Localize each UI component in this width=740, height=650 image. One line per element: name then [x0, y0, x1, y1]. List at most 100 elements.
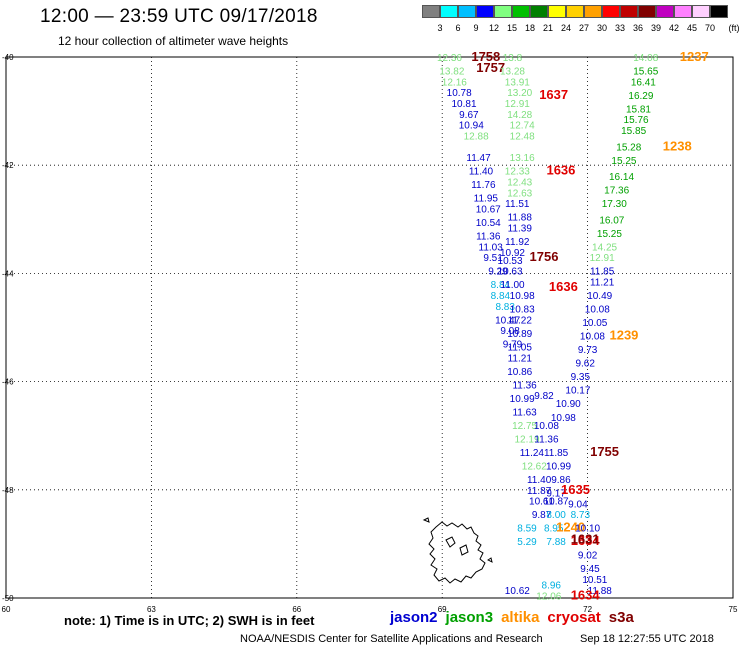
wave-height-value: 9.04 — [568, 499, 588, 510]
legend-jason3: jason3 — [445, 609, 494, 626]
pass-time-label: 1758 — [471, 49, 500, 64]
wave-height-value: 8.84 — [491, 291, 511, 302]
wave-height-value: 9.08 — [500, 326, 520, 337]
wave-height-value: 11.39 — [508, 223, 533, 234]
map-frame — [5, 56, 734, 599]
wave-height-value: 10.92 — [500, 248, 525, 259]
wave-height-value: 10.63 — [498, 267, 523, 278]
wave-height-value: 11.63 — [512, 407, 537, 418]
longitude-label: 69 — [438, 605, 447, 614]
color-scale-swatch — [638, 5, 656, 18]
wave-height-value: 10.87 — [544, 497, 569, 508]
wave-height-value: 9.73 — [578, 345, 598, 356]
pass-time-label: 1756 — [530, 249, 559, 264]
wave-height-value: 10.47 — [495, 315, 520, 326]
wave-height-value: 9.35 — [571, 372, 591, 383]
wave-height-value: 9.86 — [551, 475, 571, 486]
wave-height-value: 10.98 — [551, 413, 576, 424]
satellite-legend: jason2 jason3 altika cryosat s3a — [390, 609, 642, 626]
wave-height-value: 10.99 — [510, 394, 535, 405]
latitude-label: -42 — [2, 161, 14, 170]
wave-height-value: 12.19 — [515, 434, 540, 445]
wave-height-value: 11.76 — [471, 180, 496, 191]
wave-height-value: 10.08 — [534, 421, 559, 432]
pass-time-label: 1239 — [609, 328, 638, 343]
wave-height-value: 14.25 — [592, 242, 617, 253]
wave-height-value: 9.87 — [532, 510, 552, 521]
islet — [487, 557, 493, 563]
wave-height-value: 11.88 — [588, 586, 613, 597]
wave-height-value: 13.20 — [507, 88, 532, 99]
wave-height-value: 15.76 — [624, 115, 649, 126]
wave-height-value: 15.25 — [611, 156, 636, 167]
wave-height-value: 10.54 — [476, 218, 501, 229]
wave-height-value: 9.67 — [459, 110, 479, 121]
color-scale-swatch — [530, 5, 548, 18]
color-scale-swatch — [692, 5, 710, 18]
wave-height-value: 15.81 — [626, 104, 651, 115]
wave-height-value: 10.90 — [556, 399, 581, 410]
wave-height-value: 12.63 — [507, 188, 532, 199]
wave-height-value: 16.41 — [631, 77, 656, 88]
wave-height-value: 11.51 — [505, 199, 530, 210]
pass-time-label: 1631 — [571, 532, 600, 547]
wave-height-value: 15.65 — [633, 67, 658, 78]
wave-height-value: 13.28 — [500, 67, 525, 78]
color-scale-label: 18 — [524, 23, 535, 33]
latitude-label: -40 — [2, 53, 14, 62]
latitude-label: -46 — [2, 378, 14, 387]
longitude-label: 63 — [147, 605, 156, 614]
wave-height-value: 11.85 — [590, 267, 615, 278]
longitude-label: 66 — [292, 605, 301, 614]
color-scale-swatch — [512, 5, 530, 18]
generated-timestamp: Sep 18 12:27:55 UTC 2018 — [580, 633, 714, 645]
wave-height-value: 9.02 — [578, 551, 598, 562]
wave-height-value: 13.8 — [503, 53, 523, 64]
pass-time-label: 1635 — [561, 482, 590, 497]
island-detail — [445, 536, 456, 548]
wave-height-value: 8.96 — [542, 580, 562, 591]
wave-height-value: 12.33 — [505, 167, 530, 178]
wave-height-value: 10.51 — [582, 575, 607, 586]
map-subtitle: 12 hour collection of altimeter wave hei… — [58, 34, 289, 48]
wave-height-value: 10.62 — [505, 586, 530, 597]
wave-height-value: 15.28 — [616, 142, 641, 153]
color-scale-swatch — [548, 5, 566, 18]
wave-height-value: 10.08 — [580, 332, 605, 343]
wave-height-value: 8.00 — [546, 510, 566, 521]
color-scale-label: 70 — [704, 23, 715, 33]
wave-height-value: 14.08 — [633, 53, 658, 64]
wave-height-value: 10.86 — [507, 367, 532, 378]
wave-height-value: 10.61 — [529, 497, 554, 508]
wave-height-value: 11.24 — [520, 448, 545, 459]
longitude-label: 75 — [729, 605, 738, 614]
color-scale-swatch — [566, 5, 584, 18]
island-detail — [459, 544, 469, 556]
wave-height-value: 15.25 — [597, 229, 622, 240]
color-scale-label: 24 — [560, 23, 571, 33]
wave-height-value: 12.91 — [590, 253, 615, 264]
wave-height-value: 10.10 — [575, 524, 600, 535]
wave-height-value: 10.98 — [510, 291, 535, 302]
wave-height-value: 12.36 — [437, 53, 462, 64]
color-scale-unit: (ft) — [728, 23, 740, 33]
wave-height-value: 8.59 — [517, 524, 537, 535]
wave-height-value: 10.83 — [510, 305, 535, 316]
wave-height-value: 7.88 — [546, 537, 566, 548]
wave-height-value: 13.82 — [439, 67, 464, 78]
longitude-label: 60 — [2, 605, 11, 614]
wave-height-value: 10.17 — [565, 386, 590, 397]
wave-height-value: 10.53 — [498, 256, 523, 267]
wave-height-value: 9.79 — [503, 340, 523, 351]
color-scale-label: 12 — [488, 23, 499, 33]
legend-cryosat: cryosat — [547, 609, 601, 626]
color-scale-label: 33 — [614, 23, 625, 33]
wave-height-value: 11.92 — [505, 237, 530, 248]
pass-time-label: 1634 — [571, 587, 601, 602]
pass-time-label: 1237 — [680, 49, 709, 64]
wave-height-value: 10.67 — [476, 204, 501, 215]
wave-height-value: 11.00 — [500, 280, 525, 291]
wave-height-value: 12.91 — [505, 99, 530, 110]
wave-height-value: 11.05 — [508, 342, 533, 353]
